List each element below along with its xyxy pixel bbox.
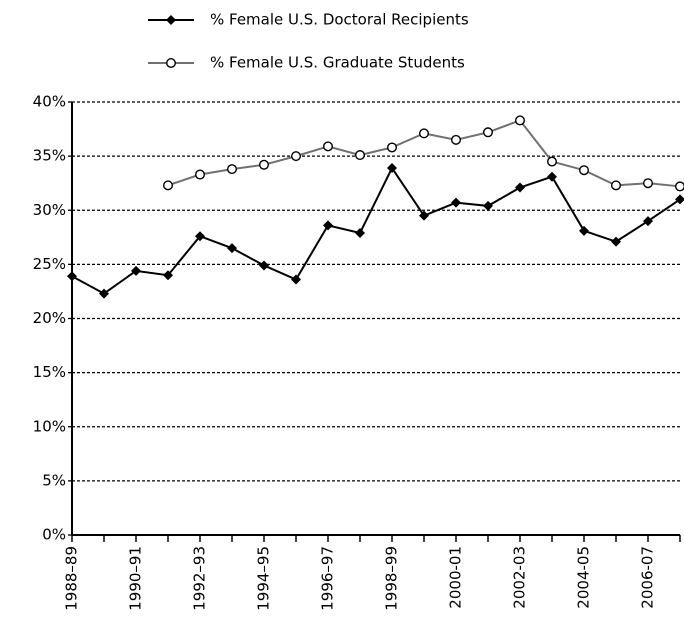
- point: [226, 164, 237, 175]
- point: [195, 231, 205, 242]
- point: [387, 163, 397, 174]
- point: [162, 180, 173, 191]
- x-tick-label: 2002-03: [511, 546, 529, 609]
- y-tick-label: 0%: [42, 526, 66, 544]
- point: [483, 200, 493, 211]
- x-tick-label: 1996–97: [319, 546, 337, 611]
- point: [194, 169, 205, 180]
- point: [547, 171, 557, 182]
- point: [579, 165, 590, 176]
- point: [163, 270, 173, 281]
- point: [387, 142, 398, 153]
- point: [67, 271, 77, 282]
- point: [579, 225, 589, 236]
- series-line: [71, 166, 681, 295]
- point: [451, 197, 461, 208]
- point: [291, 151, 302, 162]
- point: [611, 180, 622, 191]
- point: [355, 227, 365, 238]
- point: [643, 178, 654, 189]
- y-tick-label: 25%: [33, 255, 66, 273]
- y-tick-label: 35%: [33, 147, 66, 165]
- point: [515, 182, 525, 193]
- point: [547, 156, 558, 167]
- legend-label: % Female U.S. Doctoral Recipients: [210, 11, 469, 29]
- y-tick-label: 15%: [33, 363, 66, 381]
- point: [323, 220, 333, 231]
- y-tick-label: 30%: [33, 201, 66, 219]
- point: [675, 194, 684, 205]
- y-tick-label: 20%: [33, 309, 66, 327]
- point: [419, 210, 429, 221]
- legend-label: % Female U.S. Graduate Students: [210, 54, 465, 72]
- point: [451, 134, 462, 145]
- point: [515, 115, 526, 126]
- x-tick-label: 1992–93: [191, 546, 209, 611]
- x-tick-label: 2006-07: [639, 546, 657, 609]
- point: [675, 181, 684, 192]
- y-tick-label: 5%: [42, 471, 66, 489]
- x-tick-label: 2000-01: [447, 546, 465, 609]
- y-tick-label: 10%: [33, 417, 66, 435]
- point: [291, 274, 301, 285]
- point: [643, 216, 653, 227]
- point: [611, 236, 621, 247]
- legend-marker: [165, 58, 176, 69]
- legend-marker: [166, 15, 176, 25]
- point: [483, 127, 494, 138]
- x-tick-label: 1990–91: [127, 546, 145, 611]
- x-tick-label: 1988–89: [63, 546, 81, 611]
- point: [323, 141, 334, 152]
- x-tick-label: 1994–95: [255, 546, 273, 611]
- point: [259, 159, 270, 170]
- point: [131, 265, 141, 276]
- point: [259, 260, 269, 271]
- point: [419, 128, 430, 139]
- point: [227, 243, 237, 254]
- point: [355, 150, 366, 161]
- x-tick-label: 2004-05: [575, 546, 593, 609]
- x-tick-label: 1998–99: [383, 546, 401, 611]
- y-tick-label: 40%: [33, 93, 66, 111]
- point: [99, 288, 109, 299]
